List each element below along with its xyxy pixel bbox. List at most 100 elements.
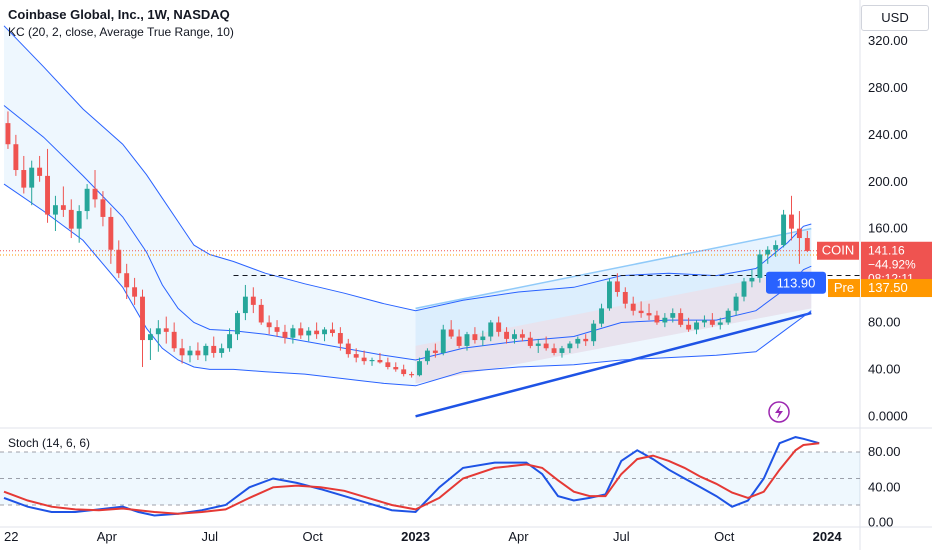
candle-body: [464, 334, 470, 346]
candle-body: [147, 334, 153, 341]
candle-body: [345, 343, 351, 355]
candle-body: [5, 123, 11, 145]
candle-body: [733, 296, 739, 311]
candle: [519, 329, 525, 342]
candle-body: [45, 175, 50, 215]
candle: [60, 186, 66, 217]
candle-body: [543, 343, 549, 349]
candle-body: [694, 322, 699, 330]
candle-body: [298, 328, 304, 336]
candle: [369, 357, 375, 366]
time-tick-label: Oct: [303, 529, 324, 544]
candle: [306, 327, 312, 342]
candle-body: [472, 334, 478, 341]
keltner-middle-line: [3, 105, 812, 361]
candle-body: [242, 296, 248, 314]
candle: [219, 343, 225, 358]
price-tick-label: 40.00: [868, 361, 901, 376]
change-percent: −44.92%: [868, 258, 916, 272]
stoch-d-line: [3, 442, 820, 515]
price-tick-label: 280.00: [868, 80, 908, 95]
lightning-icon-bolt: [775, 405, 783, 419]
candle: [298, 322, 304, 339]
candle-body: [512, 334, 517, 339]
candle: [163, 316, 169, 344]
pre-price-value: 137.50: [868, 280, 908, 295]
candle-body: [614, 281, 620, 292]
candle: [717, 317, 723, 330]
time-tick-label: Jul: [201, 529, 218, 544]
pre-badge-label: Pre: [834, 280, 854, 295]
candle-body: [662, 317, 668, 323]
candle-body: [630, 303, 636, 311]
candle-body: [290, 328, 296, 338]
crosshair-price-value: 113.90: [777, 276, 816, 291]
channel-upper-line: [415, 227, 812, 310]
candle: [559, 345, 565, 358]
candle: [480, 330, 486, 346]
candle: [29, 160, 35, 206]
candle-body: [314, 330, 320, 335]
candle: [432, 343, 438, 358]
candle-body: [92, 188, 98, 200]
candle: [630, 296, 636, 316]
candle: [725, 308, 731, 325]
candle: [614, 273, 620, 297]
candle: [496, 316, 502, 337]
candle: [773, 240, 779, 257]
crosshair-price-badge: [766, 271, 826, 294]
candle-body: [52, 205, 58, 215]
candle-body: [60, 205, 66, 210]
candle-body: [535, 343, 541, 346]
candle-body: [796, 228, 802, 239]
candle-body: [163, 328, 169, 332]
candle: [535, 338, 541, 353]
candle: [749, 269, 755, 288]
candle: [670, 308, 676, 323]
candle: [52, 195, 58, 232]
pre-price-badge: [861, 279, 932, 298]
candle: [607, 277, 612, 311]
candle-body: [124, 273, 130, 288]
candle: [5, 111, 11, 149]
bottom-trendline: [415, 311, 812, 418]
candle-body: [274, 327, 280, 332]
candle: [733, 293, 739, 316]
candle: [527, 331, 533, 349]
candle: [543, 336, 549, 351]
rising-channel-fill: [415, 228, 812, 384]
candle: [13, 134, 19, 176]
candle: [638, 301, 644, 318]
candle-body: [749, 277, 755, 282]
candle-body: [804, 238, 810, 251]
time-tick-label: 2024: [813, 529, 843, 544]
keltner-upper-line: [3, 25, 812, 312]
candle-body: [709, 320, 715, 325]
candle-body: [488, 322, 494, 337]
stoch-label[interactable]: Stoch (14, 6, 6): [8, 436, 91, 450]
indicator-label[interactable]: KC (20, 2, close, Average True Range, 10…: [8, 25, 234, 39]
candle-body: [140, 296, 145, 341]
candle-body: [116, 249, 122, 274]
time-tick-label: Oct: [714, 529, 735, 544]
candle: [709, 313, 715, 328]
candle: [583, 334, 589, 346]
candle-body: [385, 362, 391, 368]
candle: [84, 184, 90, 220]
keltner-band-fill: [4, 25, 812, 386]
candle-body: [211, 345, 217, 353]
candle: [448, 320, 454, 339]
stoch-tick-label: 80.00: [868, 444, 901, 459]
candle: [417, 357, 422, 377]
candle-body: [789, 214, 794, 229]
currency-button[interactable]: USD: [861, 5, 929, 31]
time-tick-label: Apr: [508, 529, 529, 544]
price-tick-label: 320.00: [868, 33, 908, 48]
candle-body: [401, 369, 407, 375]
candle: [591, 320, 597, 346]
candle: [456, 329, 462, 349]
candle: [235, 310, 240, 341]
candle-body: [417, 361, 422, 376]
price-tick-label: 80.00: [868, 314, 901, 329]
